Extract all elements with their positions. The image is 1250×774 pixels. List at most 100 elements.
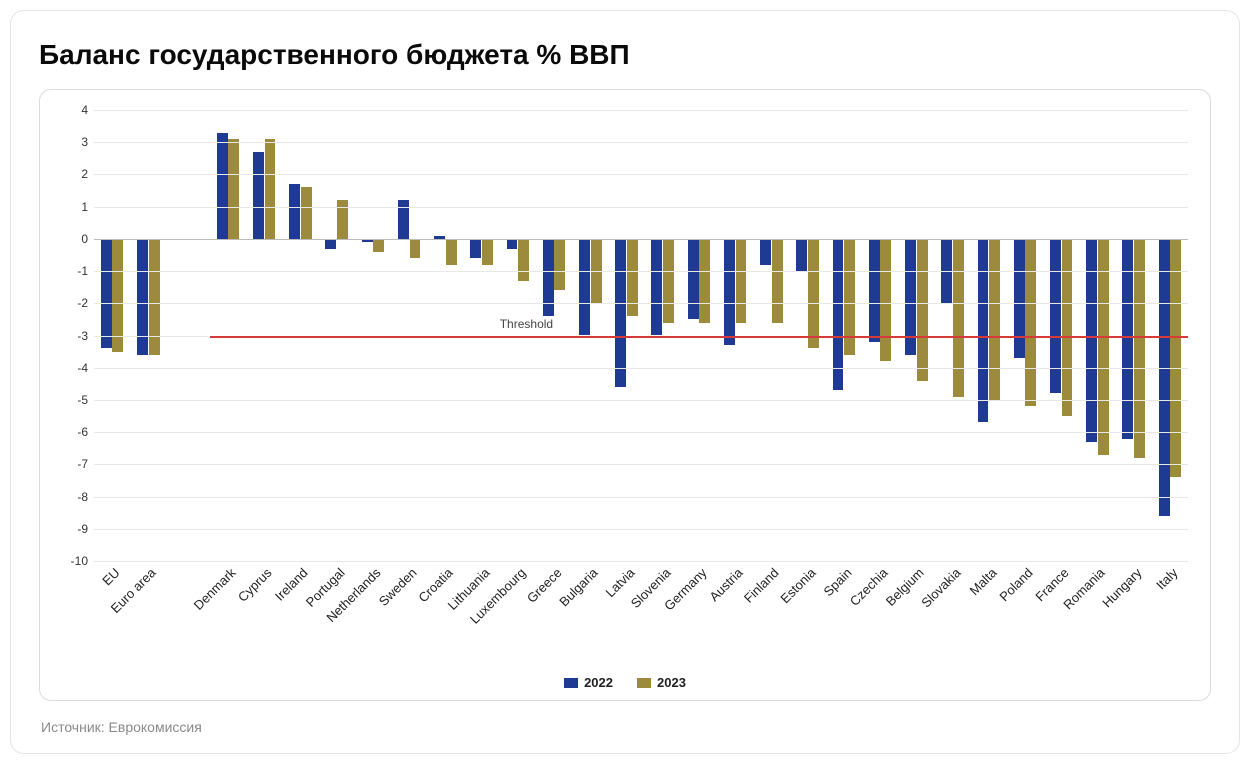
gridline [94,432,1188,433]
x-label: Poland [996,565,1035,604]
x-label: Sweden [376,565,420,609]
x-label: Finland [741,565,782,606]
x-label: EU [99,565,122,588]
x-axis-labels: EUEuro areaDenmarkCyprusIrelandPortugalN… [94,561,1188,671]
legend-item: 2022 [564,675,613,690]
legend-swatch [637,678,651,688]
bar [265,139,276,239]
legend: 2022 2023 [62,671,1188,692]
x-label: Austria [707,565,746,604]
bar [615,239,626,387]
gridline [94,303,1188,304]
bar [410,239,421,258]
bar [518,239,529,281]
source-text: Источник: Еврокомиссия [41,719,1211,735]
bar [482,239,493,265]
chart-card: Баланс государственного бюджета % ВВП -1… [10,10,1240,754]
bar [543,239,554,316]
y-tick: 0 [81,232,88,246]
chart-box: -10-9-8-7-6-5-4-3-2-101234 Threshold EUE… [39,89,1211,701]
gridline [94,142,1188,143]
bar [663,239,674,323]
threshold-label: Threshold [500,317,553,331]
bar [579,239,590,336]
y-tick: 2 [81,167,88,181]
legend-item: 2023 [637,675,686,690]
gridline [94,497,1188,498]
y-tick: -6 [77,425,88,439]
bar [688,239,699,320]
bar [760,239,771,265]
bar [1159,239,1170,516]
bar [724,239,735,345]
y-tick: 1 [81,200,88,214]
y-tick: -4 [77,361,88,375]
plot-area: Threshold [94,110,1188,561]
bar [470,239,481,258]
bar [1086,239,1097,442]
bar [1170,239,1181,477]
bar [373,239,384,252]
y-tick: -7 [77,457,88,471]
legend-label: 2022 [584,675,613,690]
bar [869,239,880,342]
y-tick: -3 [77,329,88,343]
x-label: Czechia [847,565,891,609]
y-tick: -5 [77,393,88,407]
bar [808,239,819,349]
x-label: Estonia [777,565,818,606]
bar [1050,239,1061,394]
y-tick: -1 [77,264,88,278]
bar [101,239,112,349]
bar [627,239,638,316]
bar [880,239,891,361]
bar [289,184,300,239]
x-label: Cyprus [235,565,275,605]
gridline [94,464,1188,465]
bar [446,239,457,265]
x-label: Hungary [1099,565,1144,610]
y-tick: 3 [81,135,88,149]
x-label: Denmark [191,565,239,613]
gridline [94,368,1188,369]
x-label: Italy [1153,565,1180,592]
x-label: Malta [966,565,999,598]
bar [651,239,662,336]
y-axis: -10-9-8-7-6-5-4-3-2-101234 [62,110,94,561]
bar [137,239,148,355]
bar [1025,239,1036,407]
bar [1122,239,1133,439]
gridline [94,529,1188,530]
bar [301,187,312,239]
bar [736,239,747,323]
x-label: Slovakia [918,565,963,610]
gridline [94,174,1188,175]
bar [253,152,264,239]
bar [1014,239,1025,358]
y-tick: -2 [77,296,88,310]
bar [917,239,928,381]
y-tick: -9 [77,522,88,536]
legend-label: 2023 [657,675,686,690]
bar [989,239,1000,400]
bar [149,239,160,355]
bar [699,239,710,323]
bar [796,239,807,271]
gridline [94,239,1188,240]
bar [953,239,964,397]
y-tick: -8 [77,490,88,504]
bar [1062,239,1073,416]
y-tick: -10 [71,554,88,568]
plot-wrap: -10-9-8-7-6-5-4-3-2-101234 Threshold [62,110,1188,561]
bar [325,239,336,249]
bar [772,239,783,323]
x-label: Bulgaria [557,565,601,609]
gridline [94,271,1188,272]
chart-title: Баланс государственного бюджета % ВВП [39,39,1211,71]
threshold-line [210,336,1188,338]
bar [978,239,989,423]
bar [507,239,518,249]
legend-swatch [564,678,578,688]
bar [554,239,565,291]
gridline [94,400,1188,401]
